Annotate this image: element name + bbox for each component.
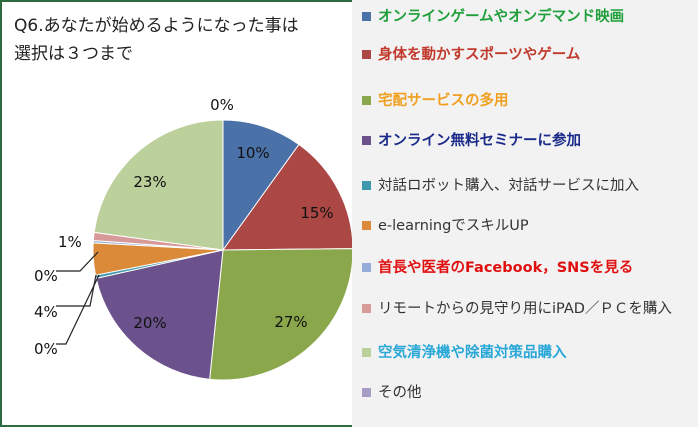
legend-swatch-0 [362,12,371,21]
legend-swatch-2 [362,96,371,105]
data-label-2: 27% [274,313,307,331]
data-label-8: 23% [133,173,166,191]
legend-label-9: その他 [378,385,422,401]
data-label-6: 0% [34,340,58,358]
data-label-4: 0% [34,267,58,285]
leader-line-5 [56,274,97,307]
chart-title-line2: 選択は３つまで [14,44,133,64]
pie-slice-0 [222,119,300,252]
data-label-5: 4% [34,303,58,321]
chart-title: Q6.あなたが始めるようになった事は 選択は３つまで [14,12,354,68]
legend-swatch-6 [362,263,371,272]
legend-label-6: 首長や医者のFacebook，SNSを見る [378,260,634,276]
pie-slice-2 [209,248,354,381]
legend-label-5: e-learningでスキルUP [378,218,529,234]
data-label-3: 20% [133,314,166,332]
legend-swatch-5 [362,221,371,230]
chart-legend: オンラインゲームやオンデマンド映画 身体を動かすスポーツやゲーム 宅配サービスの多用… [352,0,698,427]
leader-line-4 [56,251,99,272]
legend-swatch-8 [362,348,371,357]
legend-label-0: オンラインゲームやオンデマンド映画 [378,9,625,25]
legend-label-4: 対話ロボット購入、対話サービスに加入 [378,178,639,194]
legend-label-8: 空気清浄機や除菌対策品購入 [378,345,567,361]
pie-slice-3 [95,249,224,380]
legend-label-2: 宅配サービスの多用 [378,93,509,109]
legend-label-3: オンライン無料セミナーに参加 [378,133,581,149]
legend-swatch-3 [362,136,371,145]
legend-swatch-1 [362,50,371,59]
legend-label-1: 身体を動かすスポーツやゲーム [378,47,581,63]
data-label-9: 0% [210,96,234,114]
legend-swatch-7 [362,304,371,313]
pie-slice-8 [93,119,224,251]
chart-title-line1: Q6.あなたが始めるようになった事は [14,16,299,36]
data-label-0: 10% [236,144,269,162]
legend-label-7: リモートからの見守り用にiPAD／ＰＣを購入 [378,301,672,317]
data-label-1: 15% [300,204,333,222]
leader-line-6 [56,274,100,345]
legend-swatch-4 [362,181,371,190]
data-label-7: 1% [58,233,82,251]
legend-swatch-9 [362,388,371,397]
